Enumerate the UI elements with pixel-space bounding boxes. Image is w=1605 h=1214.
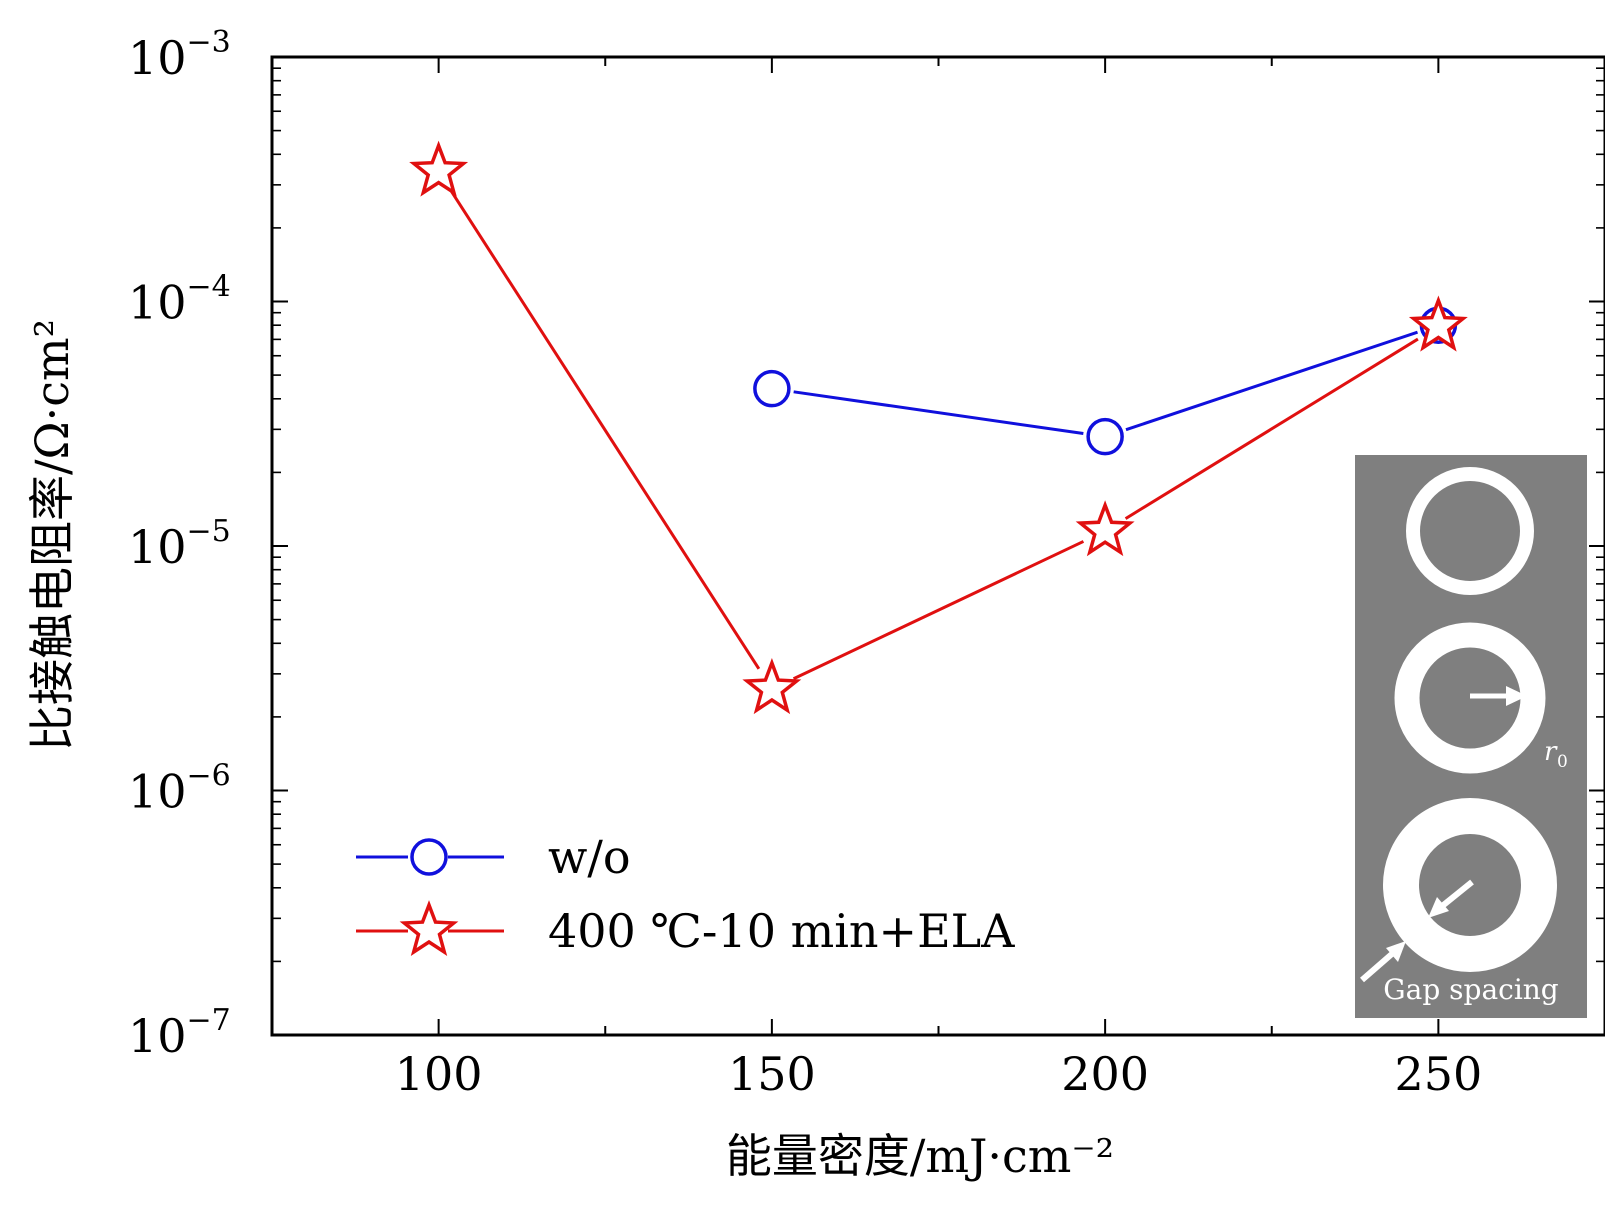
series-line-segment [1125, 330, 1418, 432]
ring-contact-2 [1394, 622, 1546, 774]
x-axis-title: 能量密度/mJ·cm⁻² [726, 1129, 1114, 1183]
series-line-segment [450, 190, 761, 670]
series-line-segment [1124, 337, 1419, 520]
radius-label-subscript: 0 [1557, 752, 1568, 772]
legend: w/o 400 ℃-10 min+ELA [356, 830, 1015, 958]
gap-spacing-label: Gap spacing [1383, 973, 1559, 1006]
data-point-star [742, 658, 802, 715]
data-point-star [399, 900, 459, 956]
y-tick-label: 10−6 [128, 759, 231, 819]
y-tick-label: 10−7 [128, 1003, 231, 1063]
series-star [450, 190, 1419, 681]
data-point-star [1408, 295, 1468, 352]
markers-star [409, 140, 1468, 715]
x-axis-ticks: 100 150 200 250 [395, 57, 1482, 1101]
y-tick-label: 10−3 [128, 25, 231, 85]
gap-arrow-outer-shaft [1360, 950, 1395, 983]
series-circle [793, 330, 1418, 436]
ring-contact-3 [1383, 798, 1557, 972]
series-line-segment [792, 540, 1085, 681]
data-point-circle [753, 369, 791, 408]
y-tick-label: 10−4 [128, 270, 231, 330]
gap-arrow-outer-head-icon [1386, 941, 1406, 962]
radius-label: r [1544, 737, 1558, 767]
data-point-circle [1086, 417, 1124, 456]
data-point-star [1075, 500, 1135, 557]
gap-arrow-inner-head-icon [1428, 897, 1449, 918]
series-layer [409, 140, 1468, 715]
data-point-circle [410, 838, 448, 876]
x-tick-label: 100 [395, 1047, 483, 1101]
y-tick-label: 10−5 [128, 514, 231, 574]
x-tick-label: 150 [728, 1047, 816, 1101]
inset-diagram: r 0 Gap spacing [1355, 455, 1587, 1018]
ring-contact-1 [1406, 467, 1534, 595]
y-axis-title: 比接触电阻率/Ω·cm² [25, 319, 79, 751]
legend-label: w/o [548, 830, 631, 884]
radius-arrow-head-icon [1506, 686, 1527, 706]
legend-label: 400 ℃-10 min+ELA [548, 904, 1015, 958]
data-point-star [409, 140, 469, 197]
gap-arrow-inner-shaft [1439, 879, 1474, 910]
y-axis-ticks: 10−7 10−6 10−5 10−4 10−3 [128, 25, 1605, 1063]
legend-entry: 400 ℃-10 min+ELA [356, 900, 1015, 958]
x-tick-label: 250 [1394, 1047, 1482, 1101]
legend-entry: w/o [356, 830, 631, 884]
series-line-segment [793, 390, 1084, 436]
x-tick-label: 200 [1061, 1047, 1149, 1101]
